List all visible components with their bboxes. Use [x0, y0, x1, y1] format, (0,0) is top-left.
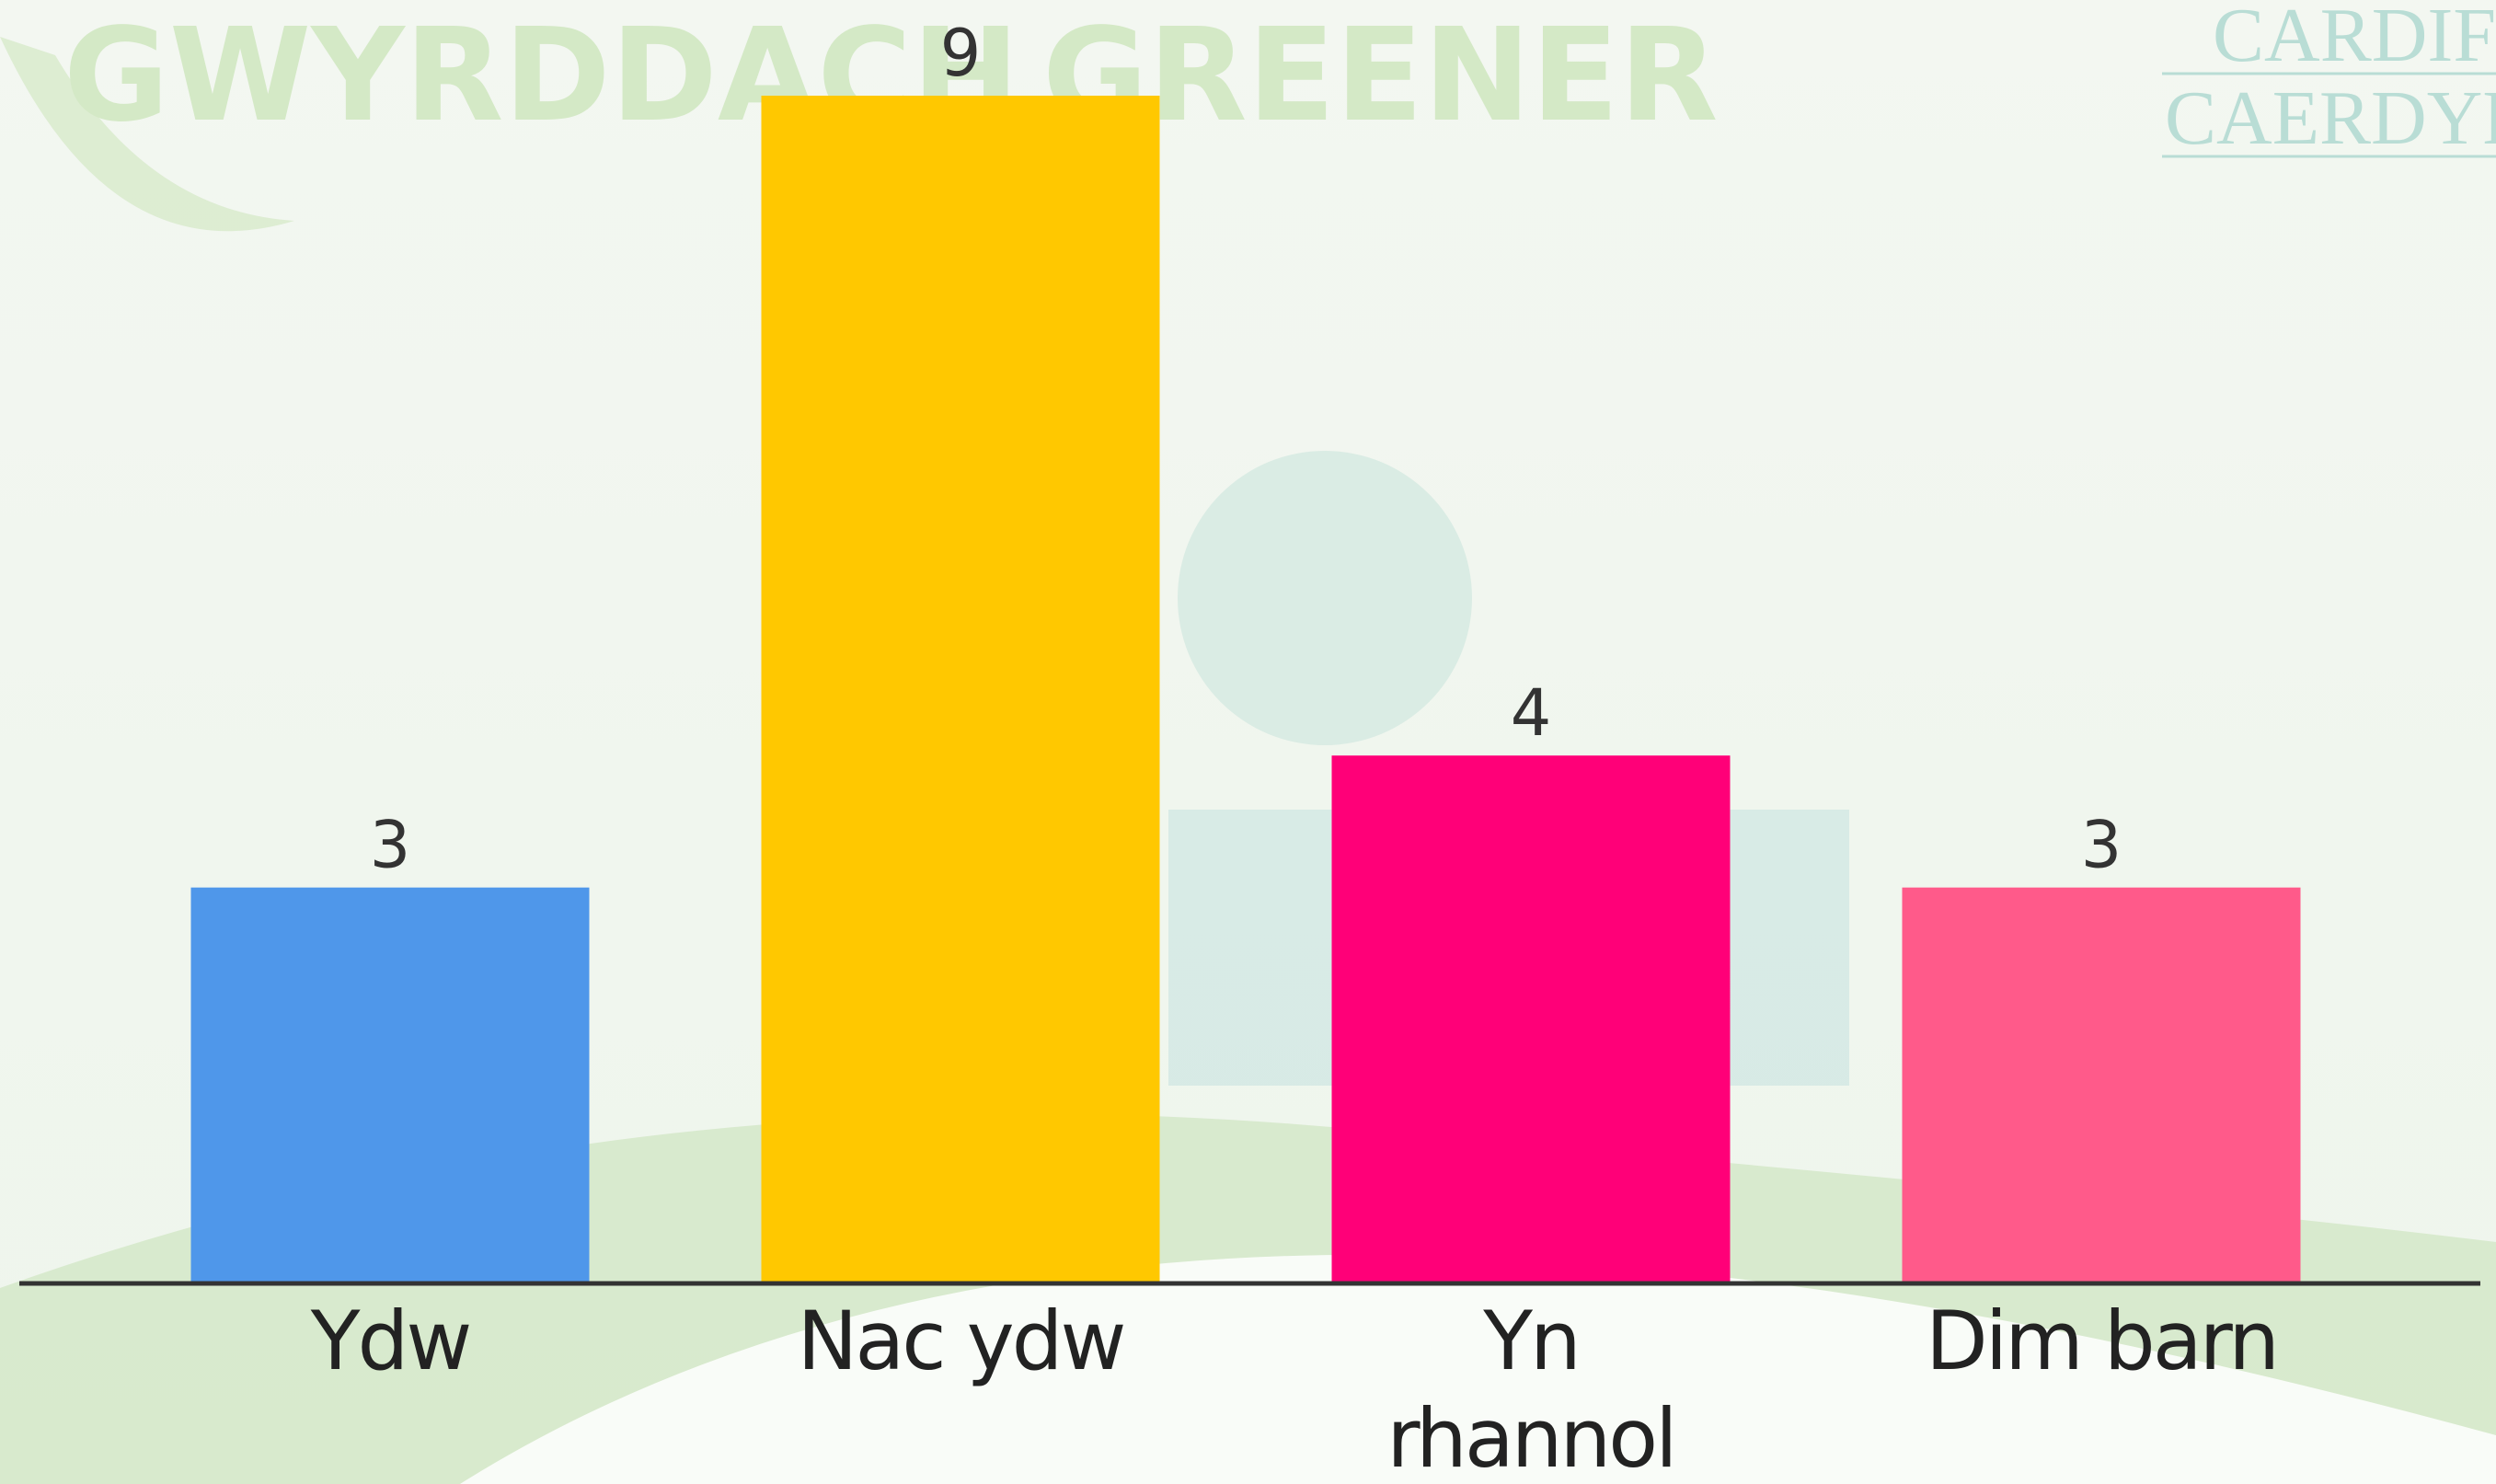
x-tick-label: Nac ydw [797, 1294, 1123, 1388]
bar [1331, 755, 1731, 1283]
x-tick-label: Yn rhannol [1386, 1294, 1674, 1484]
path [460, 1254, 2496, 1484]
bar [1902, 887, 2301, 1283]
data-label: 3 [370, 808, 411, 883]
backdrop-leaf [0, 37, 294, 232]
x-tick-label: Ydw [310, 1294, 470, 1388]
logo-text: CAERDYDD [2165, 75, 2496, 161]
bar [190, 887, 590, 1283]
logo-text: CARDIFF [2213, 0, 2496, 78]
data-label: 3 [2081, 808, 2122, 883]
data-label: 4 [1511, 675, 1552, 751]
data-label: 9 [940, 16, 982, 91]
bar [761, 96, 1160, 1283]
backdrop-tree [1178, 451, 1472, 745]
x-tick-label: Dim barn [1926, 1294, 2277, 1388]
